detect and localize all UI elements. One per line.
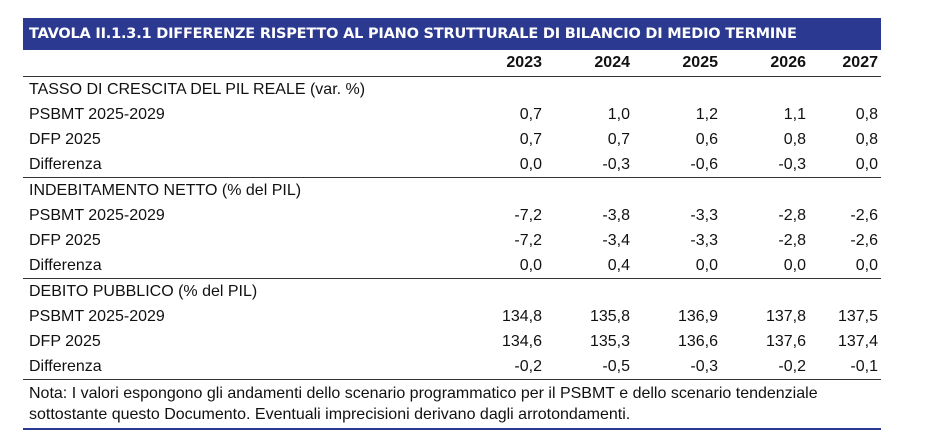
value-cell: 0,6 bbox=[695, 130, 718, 148]
row-label: DFP 2025 bbox=[29, 130, 101, 148]
value-cell: -7,2 bbox=[514, 206, 542, 224]
value-cell: 0,8 bbox=[855, 105, 878, 123]
table-row: DFP 2025 0,7 0,7 0,6 0,8 0,8 bbox=[23, 127, 881, 152]
value-cell: 0,7 bbox=[607, 130, 630, 148]
table-row: Differenza 0,0 -0,3 -0,6 -0,3 0,0 bbox=[23, 152, 881, 178]
table-row: PSBMT 2025-2029 0,7 1,0 1,2 1,1 0,8 bbox=[23, 102, 881, 127]
section-heading-row: INDEBITAMENTO NETTO (% del PIL) bbox=[23, 177, 881, 203]
value-cell: 0,8 bbox=[855, 130, 878, 148]
value-cell: 1,1 bbox=[783, 105, 806, 123]
value-cell: 1,2 bbox=[695, 105, 718, 123]
value-cell: 0,4 bbox=[607, 256, 630, 274]
value-cell: -3,3 bbox=[690, 206, 718, 224]
header-spacer bbox=[23, 50, 453, 77]
value-cell: 0,0 bbox=[519, 256, 542, 274]
value-cell: -2,6 bbox=[850, 231, 878, 249]
year-header: 2026 bbox=[721, 50, 809, 77]
value-cell: 1,0 bbox=[607, 105, 630, 123]
value-cell: -0,2 bbox=[778, 357, 806, 375]
section-heading: DEBITO PUBBLICO (% del PIL) bbox=[23, 278, 881, 304]
value-cell: 0,0 bbox=[695, 256, 718, 274]
value-cell: -7,2 bbox=[514, 231, 542, 249]
table-row: DFP 2025 -7,2 -3,4 -3,3 -2,8 -2,6 bbox=[23, 228, 881, 253]
value-cell: 134,6 bbox=[501, 332, 542, 350]
bottom-rule bbox=[23, 428, 881, 430]
table-row: PSBMT 2025-2029 134,8 135,8 136,9 137,8 137,5 bbox=[23, 304, 881, 329]
value-cell: -0,3 bbox=[602, 155, 630, 173]
value-cell: -3,8 bbox=[602, 206, 630, 224]
row-label: DFP 2025 bbox=[29, 332, 101, 350]
value-cell: 0,0 bbox=[855, 256, 878, 274]
table-title: TAVOLA II.1.3.1 DIFFERENZE RISPETTO AL P… bbox=[23, 18, 881, 50]
value-cell: -2,8 bbox=[778, 206, 806, 224]
table-row: Differenza 0,0 0,4 0,0 0,0 0,0 bbox=[23, 253, 881, 279]
value-cell: 137,8 bbox=[765, 307, 806, 325]
table-note: Nota: I valori espongono gli andamenti d… bbox=[23, 379, 881, 428]
value-cell: 0,0 bbox=[783, 256, 806, 274]
value-cell: 134,8 bbox=[501, 307, 542, 325]
value-cell: 137,4 bbox=[837, 332, 878, 350]
table-row: PSBMT 2025-2029 -7,2 -3,8 -3,3 -2,8 -2,6 bbox=[23, 203, 881, 228]
value-cell: 136,9 bbox=[677, 307, 718, 325]
section-heading: TASSO DI CRESCITA DEL PIL REALE (var. %) bbox=[29, 80, 366, 98]
value-cell: -0,5 bbox=[602, 357, 630, 375]
value-cell: -0,3 bbox=[778, 155, 806, 173]
section-heading-row: DEBITO PUBBLICO (% del PIL) bbox=[23, 278, 881, 304]
year-header: 2024 bbox=[545, 50, 633, 77]
row-label: PSBMT 2025-2029 bbox=[29, 105, 165, 123]
row-label: Differenza bbox=[29, 357, 102, 375]
value-cell: -0,1 bbox=[850, 357, 878, 375]
value-cell: -0,3 bbox=[690, 357, 718, 375]
table-row: Differenza -0,2 -0,5 -0,3 -0,2 -0,1 bbox=[23, 354, 881, 379]
year-header-row: 2023 2024 2025 2026 2027 bbox=[23, 50, 881, 77]
value-cell: 135,8 bbox=[589, 307, 630, 325]
value-cell: 137,5 bbox=[837, 307, 878, 325]
row-label: DFP 2025 bbox=[29, 231, 101, 249]
value-cell: -0,2 bbox=[514, 357, 542, 375]
value-cell: -0,6 bbox=[690, 155, 718, 173]
value-cell: 135,3 bbox=[589, 332, 630, 350]
row-label: PSBMT 2025-2029 bbox=[29, 307, 165, 325]
value-cell: -3,4 bbox=[602, 231, 630, 249]
value-cell: 0,8 bbox=[783, 130, 806, 148]
year-header: 2025 bbox=[633, 50, 721, 77]
value-cell: 0,7 bbox=[519, 105, 542, 123]
value-cell: 0,7 bbox=[519, 130, 542, 148]
section-heading-row: TASSO DI CRESCITA DEL PIL REALE (var. %) bbox=[23, 77, 881, 103]
year-header: 2023 bbox=[453, 50, 545, 77]
row-label: Differenza bbox=[29, 155, 102, 173]
year-header: 2027 bbox=[809, 50, 881, 77]
value-cell: -2,8 bbox=[778, 231, 806, 249]
table-row: DFP 2025 134,6 135,3 136,6 137,6 137,4 bbox=[23, 329, 881, 354]
value-cell: 0,0 bbox=[519, 155, 542, 173]
value-cell: -3,3 bbox=[690, 231, 718, 249]
value-cell: -2,6 bbox=[850, 206, 878, 224]
value-cell: 137,6 bbox=[765, 332, 806, 350]
data-table: 2023 2024 2025 2026 2027 TASSO DI CRESCI… bbox=[23, 50, 881, 379]
row-label: PSBMT 2025-2029 bbox=[29, 206, 165, 224]
value-cell: 136,6 bbox=[677, 332, 718, 350]
row-label: Differenza bbox=[29, 256, 102, 274]
section-heading: INDEBITAMENTO NETTO (% del PIL) bbox=[23, 177, 881, 203]
value-cell: 0,0 bbox=[855, 155, 878, 173]
table-frame: TAVOLA II.1.3.1 DIFFERENZE RISPETTO AL P… bbox=[23, 18, 881, 430]
